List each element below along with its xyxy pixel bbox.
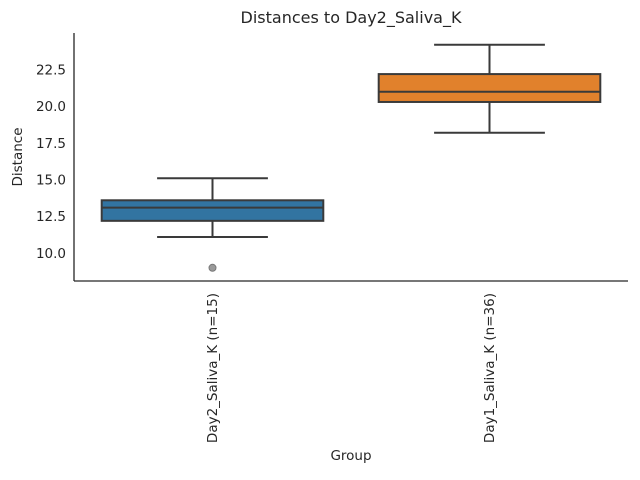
box-rect-1: [377, 73, 602, 103]
x-axis-label: Group: [330, 448, 372, 464]
y-tick-label-4: 20.0: [36, 99, 66, 115]
y-tick-label-1: 12.5: [36, 209, 66, 225]
box-rect-0: [100, 199, 325, 222]
y-tick-label-0: 10.0: [36, 246, 66, 262]
outlier-point-0-0: [208, 263, 217, 272]
y-tick-label-5: 22.5: [36, 62, 66, 78]
x-tick-label-0: Day2_Saliva_K (n=15): [205, 293, 221, 443]
x-tick-label-1: Day1_Saliva_K (n=36): [482, 293, 498, 443]
chart-title: Distances to Day2_Saliva_K: [240, 8, 462, 27]
y-axis-label: Distance: [10, 127, 26, 186]
y-tick-label-3: 17.5: [36, 136, 66, 152]
y-tick-label-2: 15.0: [36, 172, 66, 188]
